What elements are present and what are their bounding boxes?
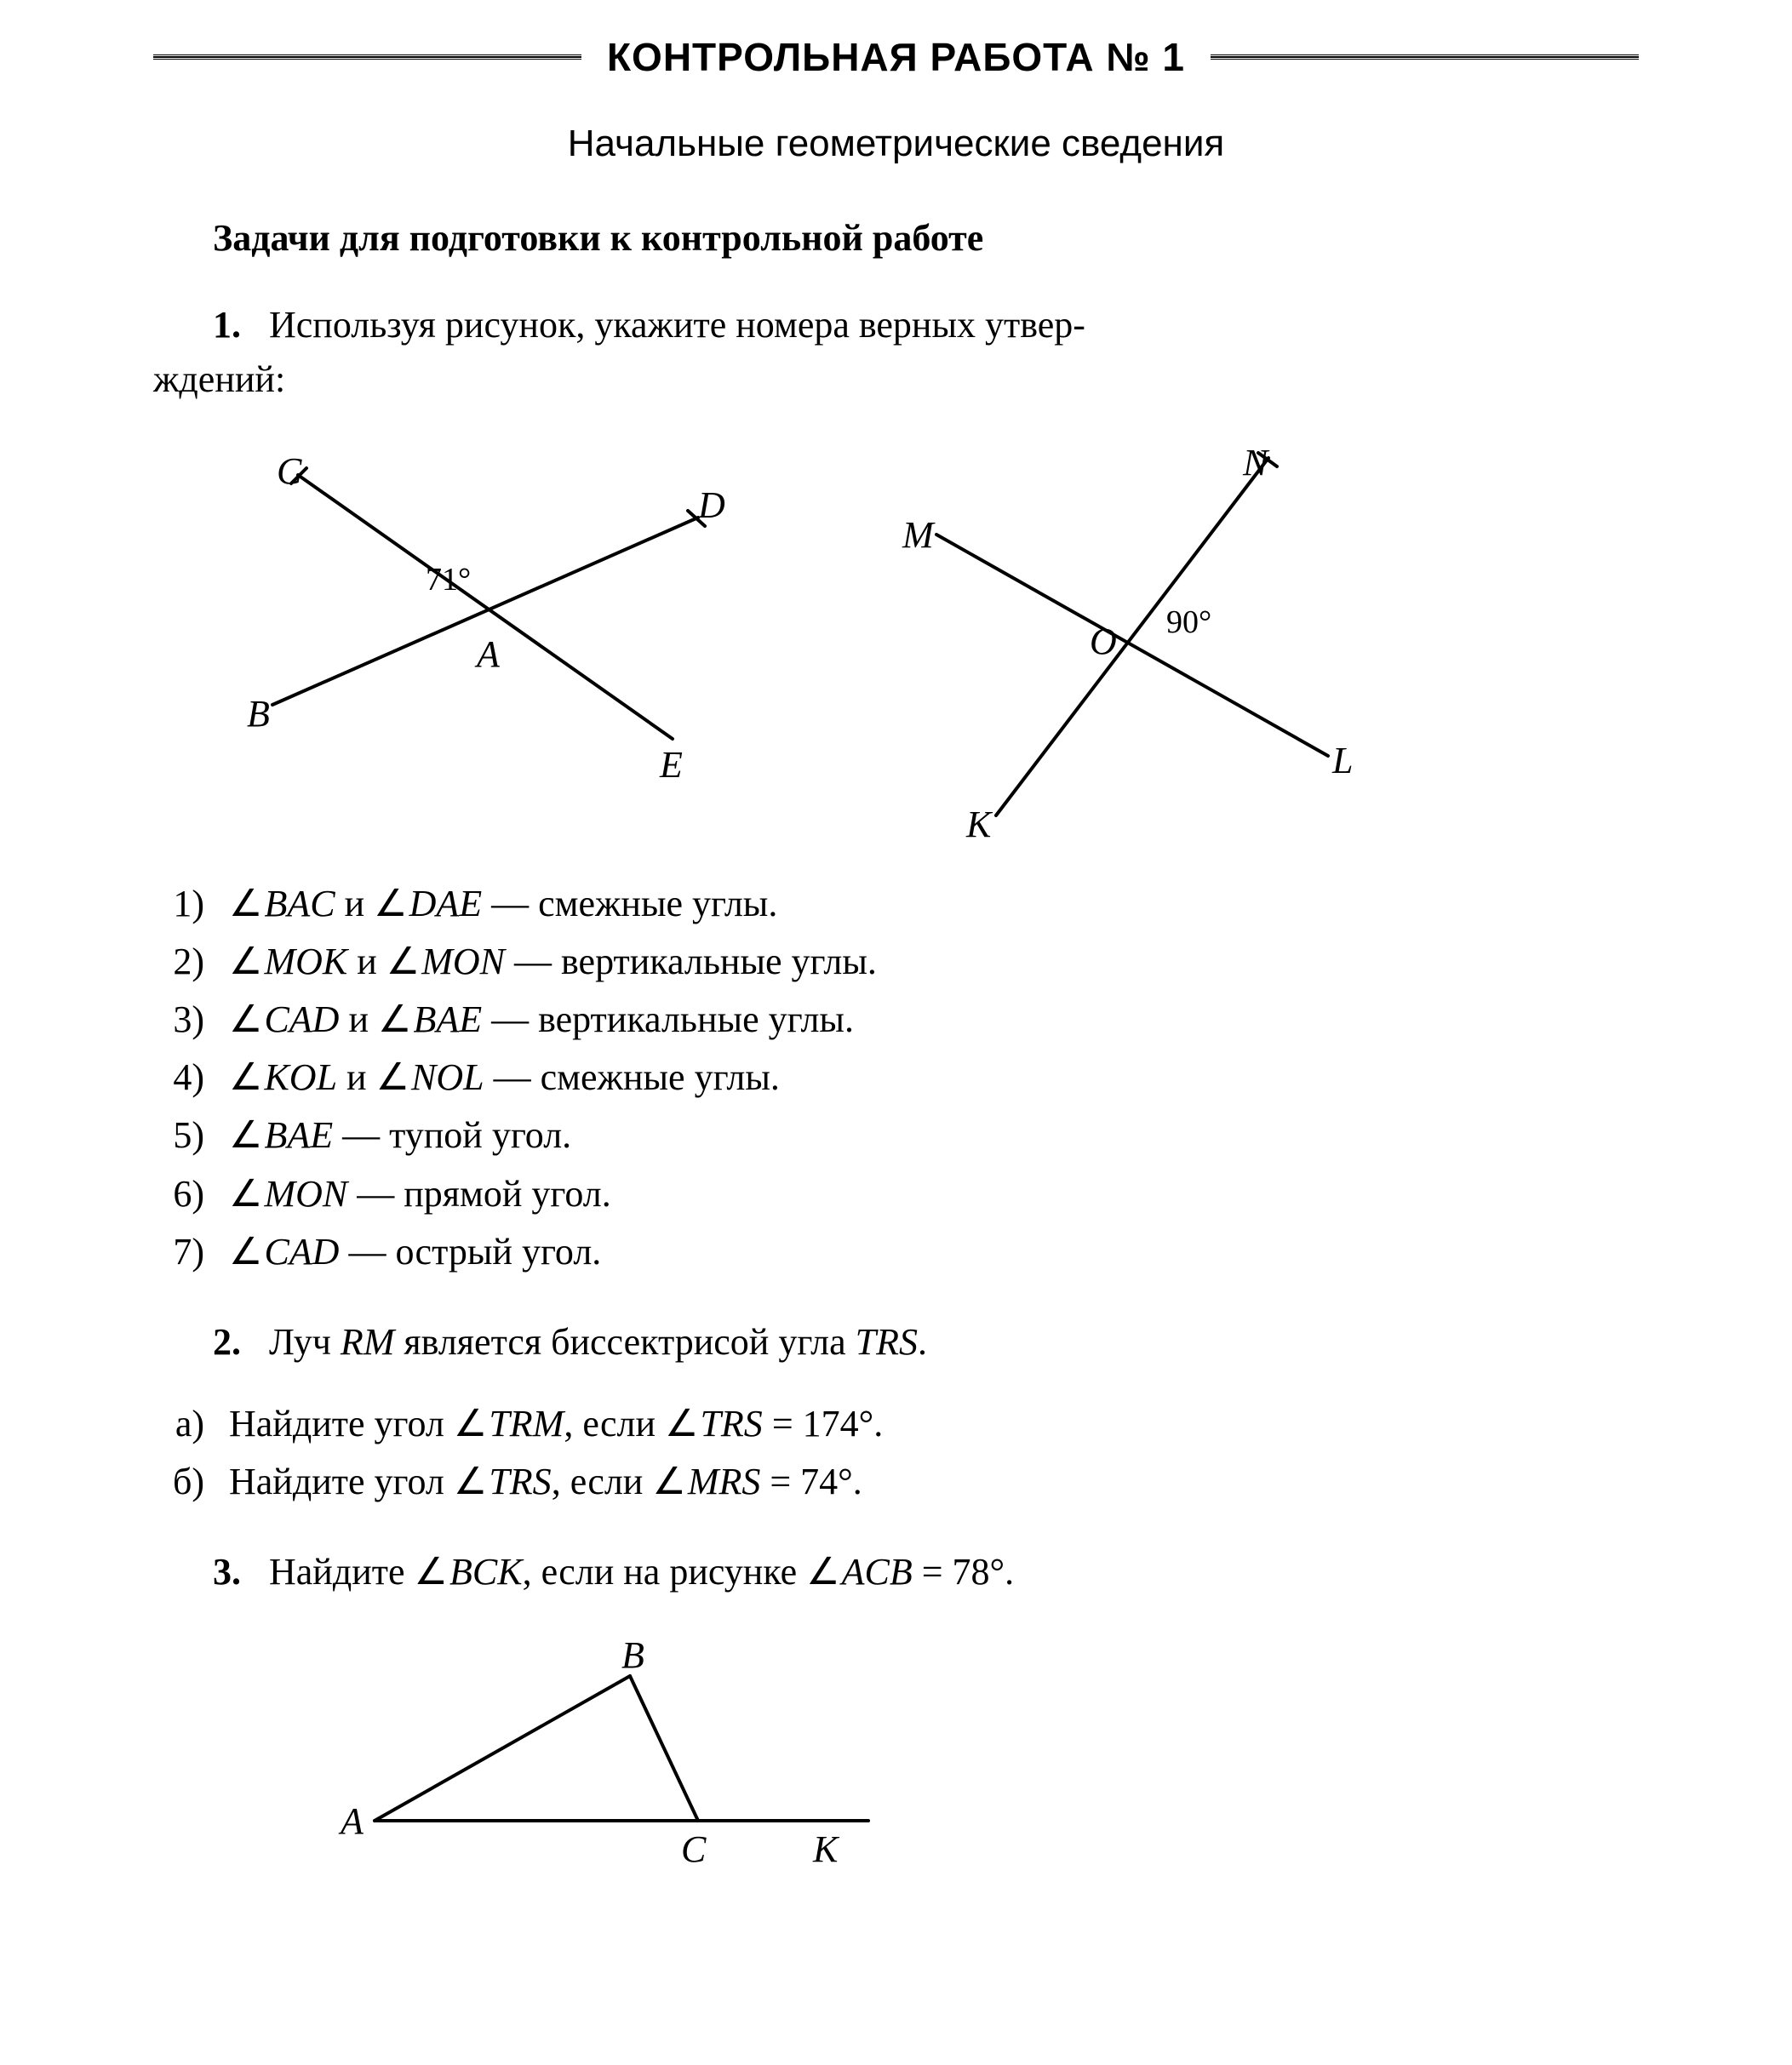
stmt-6: 6) MON — прямой угол. — [153, 1165, 1639, 1223]
figure-left: C D B E A 71° — [221, 432, 766, 790]
label-K: K — [965, 804, 993, 845]
stmt-4: 4) KOL и NOL — смежные углы. — [153, 1049, 1639, 1107]
stmt-5: 5) BAE — тупой угол. — [153, 1107, 1639, 1164]
label-D: D — [697, 484, 725, 526]
label-A: A — [474, 633, 501, 675]
header-rule-right — [1211, 54, 1639, 60]
stmt-1: 1) BAC и DAE — смежные углы. — [153, 875, 1639, 933]
task-2-subitems: а) Найдите угол TRM, если TRS = 174°. б)… — [153, 1395, 1639, 1511]
task-3: 3. Найдите BCK, если на рисунке ACB = 78… — [153, 1545, 1639, 1599]
task-1-figures: C D B E A 71° N M O K L 90° — [221, 432, 1639, 841]
task-2-number: 2. — [213, 1321, 241, 1363]
label-L: L — [1331, 740, 1353, 781]
stmt-3: 3) CAD и BAE — вертикальные углы. — [153, 991, 1639, 1049]
task-1-statements: 1) BAC и DAE — смежные углы. 2) MOK и MO… — [153, 875, 1639, 1281]
stmt-7: 7) CAD — острый угол. — [153, 1223, 1639, 1281]
task-2b: б) Найдите угол TRS, если MRS = 74°. — [153, 1453, 1639, 1511]
task-2a: а) Найдите угол TRM, если TRS = 174°. — [153, 1395, 1639, 1453]
section-heading: Задачи для подготовки к контрольной рабо… — [213, 216, 1639, 260]
label-E: E — [659, 744, 683, 786]
label-O: O — [1090, 621, 1117, 662]
figure-right: N M O K L 90° — [868, 432, 1396, 841]
label-B3: B — [621, 1634, 644, 1676]
angle-90: 90° — [1166, 604, 1211, 640]
page-title: КОНТРОЛЬНАЯ РАБОТА № 1 — [581, 34, 1211, 80]
label-A3: A — [338, 1800, 364, 1842]
page-subtitle: Начальные геометрические сведения — [153, 123, 1639, 165]
header-rule-left — [153, 54, 581, 60]
label-M: M — [902, 514, 936, 556]
label-N: N — [1242, 442, 1270, 483]
label-C: C — [277, 450, 302, 492]
label-B: B — [247, 693, 270, 735]
task-2: 2. Луч RM является биссектрисой угла TRS… — [153, 1315, 1639, 1370]
task-1-number: 1. — [213, 304, 241, 346]
task-1: 1. Используя рисунок, укажите номера вер… — [153, 298, 1639, 407]
header-bar: КОНТРОЛЬНАЯ РАБОТА № 1 — [153, 34, 1639, 80]
task-1-text-a: Используя рисунок, укажите номера верных… — [269, 304, 1085, 346]
task-3-figure: A B C K — [323, 1625, 1639, 1868]
label-C3: C — [681, 1828, 707, 1870]
angle-71: 71° — [426, 562, 471, 598]
task-3-number: 3. — [213, 1551, 241, 1593]
label-K3: K — [812, 1828, 840, 1870]
stmt-2: 2) MOK и MON — вертикальные углы. — [153, 933, 1639, 991]
task-1-text-b: ждений: — [153, 358, 285, 400]
